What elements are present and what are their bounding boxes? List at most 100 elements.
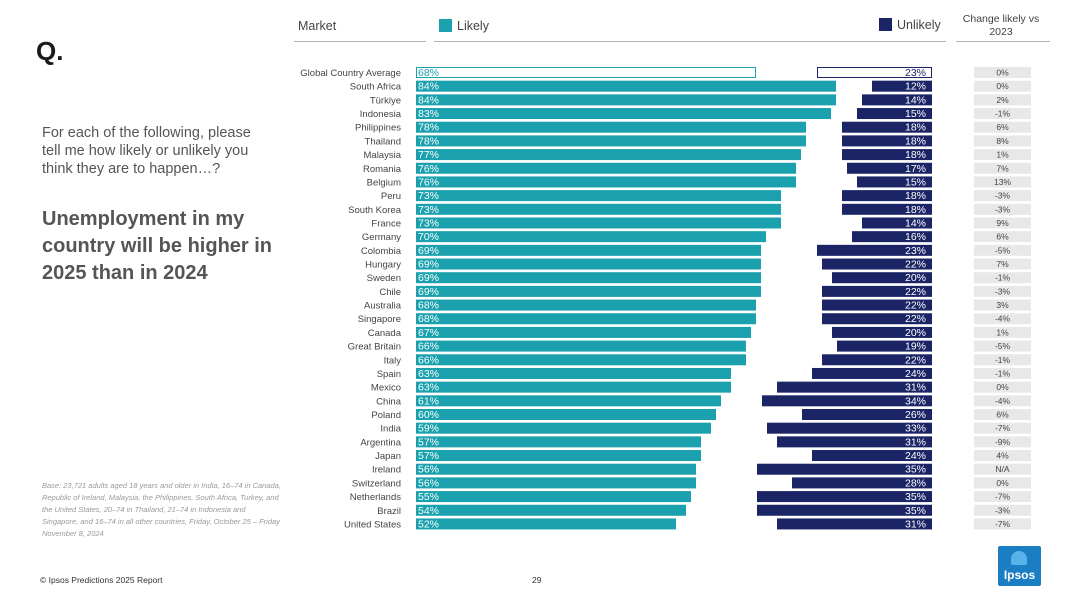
unlikely-value-label: 18%	[905, 149, 926, 161]
unlikely-bar	[822, 285, 932, 297]
change-value-label: 0%	[996, 382, 1009, 392]
change-cell	[974, 354, 1031, 366]
change-value-label: -1%	[995, 355, 1011, 365]
likely-value-label: 63%	[418, 368, 439, 380]
unlikely-value-label: 24%	[905, 368, 926, 380]
change-cell	[974, 121, 1031, 133]
unlikely-bar	[812, 450, 932, 462]
category-label: Colombia	[361, 246, 402, 257]
change-cell	[974, 313, 1031, 325]
unlikely-bar	[842, 149, 932, 161]
unlikely-bar	[762, 395, 932, 407]
likely-bar	[416, 135, 806, 147]
unlikely-value-label: 22%	[905, 300, 926, 312]
header-change-line	[956, 41, 1050, 42]
change-cell	[974, 326, 1031, 338]
likely-value-label: 57%	[418, 436, 439, 448]
likely-bar	[416, 477, 696, 489]
likely-bar	[416, 299, 756, 311]
unlikely-bar	[757, 504, 932, 516]
category-label: Netherlands	[350, 492, 401, 503]
unlikely-bar	[817, 67, 932, 78]
change-cell	[974, 217, 1031, 229]
unlikely-value-label: 35%	[905, 491, 926, 503]
category-label: India	[380, 424, 401, 435]
change-value-label: -5%	[995, 341, 1011, 351]
change-value-label: 7%	[996, 259, 1009, 269]
likely-value-label: 70%	[418, 231, 439, 243]
change-value-label: -3%	[995, 286, 1011, 296]
unlikely-value-label: 20%	[905, 327, 926, 339]
unlikely-bar	[872, 80, 932, 92]
category-label: Australia	[364, 301, 402, 312]
category-label: Belgium	[367, 177, 401, 188]
likely-value-label: 69%	[418, 245, 439, 257]
likely-bar	[416, 313, 756, 325]
likely-swatch	[439, 19, 452, 32]
change-cell	[974, 340, 1031, 352]
change-cell	[974, 450, 1031, 462]
likely-bar	[416, 203, 781, 215]
unlikely-value-label: 18%	[905, 204, 926, 216]
unlikely-value-label: 15%	[905, 176, 926, 188]
change-cell	[974, 272, 1031, 284]
header-market: Market	[298, 19, 337, 33]
unlikely-bar	[857, 176, 932, 188]
likely-bar	[416, 94, 836, 106]
change-value-label: 8%	[996, 136, 1009, 146]
change-cell	[974, 176, 1031, 188]
unlikely-value-label: 24%	[905, 450, 926, 462]
unlikely-bar	[842, 203, 932, 215]
q-logo: Q.	[36, 36, 64, 66]
change-value-label: -9%	[995, 437, 1011, 447]
unlikely-bar	[777, 436, 932, 448]
unlikely-value-label: 18%	[905, 122, 926, 134]
category-label: Romania	[363, 164, 402, 175]
unlikely-bar	[822, 313, 932, 325]
likely-bar	[416, 409, 716, 420]
likely-bar	[416, 285, 761, 297]
change-cell	[974, 518, 1031, 530]
unlikely-value-label: 22%	[905, 354, 926, 366]
unlikely-value-label: 23%	[905, 245, 926, 257]
likely-bar	[416, 381, 731, 393]
change-cell	[974, 477, 1031, 489]
change-cell	[974, 409, 1031, 420]
unlikely-value-label: 23%	[905, 67, 926, 79]
likely-bar	[416, 231, 766, 243]
unlikely-bar	[842, 190, 932, 202]
likely-value-label: 68%	[418, 300, 439, 312]
unlikely-value-label: 18%	[905, 135, 926, 147]
likely-value-label: 69%	[418, 259, 439, 271]
unlikely-value-label: 14%	[905, 94, 926, 106]
likely-bar	[416, 67, 756, 78]
category-label: South Africa	[350, 82, 402, 93]
unlikely-value-label: 18%	[905, 190, 926, 202]
likely-value-label: 69%	[418, 272, 439, 284]
unlikely-bar	[812, 367, 932, 379]
change-cell	[974, 162, 1031, 174]
unlikely-bar	[862, 94, 932, 106]
unlikely-value-label: 12%	[905, 81, 926, 93]
footer-copyright: © Ipsos Predictions 2025 Report	[40, 575, 163, 585]
category-label: Poland	[371, 410, 401, 421]
likely-bar	[416, 491, 691, 503]
likely-bar	[416, 176, 796, 188]
likely-value-label: 84%	[418, 94, 439, 106]
category-label: Switzerland	[352, 478, 401, 489]
change-value-label: -1%	[995, 368, 1011, 378]
ipsos-logo-icon	[1011, 551, 1027, 565]
unlikely-bar	[862, 217, 932, 229]
change-value-label: 3%	[996, 300, 1009, 310]
unlikely-value-label: 34%	[905, 395, 926, 407]
change-value-label: -3%	[995, 191, 1011, 201]
likely-value-label: 56%	[418, 477, 439, 489]
change-value-label: -7%	[995, 519, 1011, 529]
change-cell	[974, 285, 1031, 297]
category-label: United States	[344, 519, 401, 530]
likely-value-label: 56%	[418, 464, 439, 476]
unlikely-bar	[857, 108, 932, 120]
ipsos-logo: Ipsos	[998, 546, 1041, 586]
category-label: Japan	[375, 451, 401, 462]
unlikely-bar	[852, 231, 932, 243]
